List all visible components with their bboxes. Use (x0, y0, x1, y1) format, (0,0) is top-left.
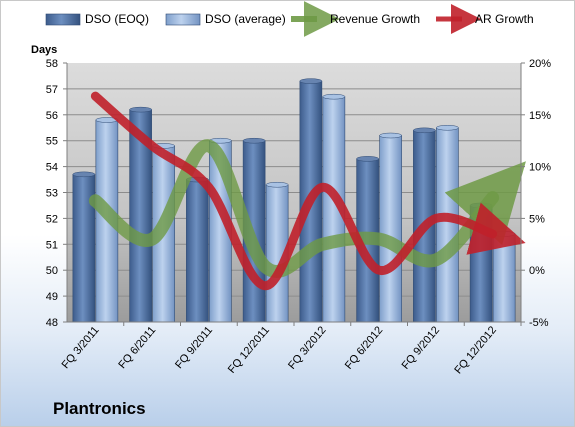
x-tick-label: FQ 12/2012 (452, 324, 499, 376)
bar-top-cap (413, 127, 436, 134)
bar-top-cap (379, 132, 402, 139)
right-tick-label: 20% (529, 58, 551, 70)
left-tick-label: 51 (46, 239, 58, 251)
company-label: Plantronics (53, 399, 146, 418)
left-axis-title: Days (31, 44, 57, 56)
legend-label: Revenue Growth (330, 12, 420, 26)
bar-dso-eoq (186, 179, 209, 323)
legend-swatch (165, 13, 201, 26)
x-tick-label: FQ 9/2012 (400, 324, 443, 372)
right-tick-label: 15% (529, 110, 551, 122)
left-tick-label: 56 (46, 110, 58, 122)
legend-label: DSO (average) (205, 12, 286, 26)
x-tick-label: FQ 12/2011 (226, 324, 272, 376)
legend-label: AR Growth (475, 12, 534, 26)
revenue-growth-line (88, 139, 526, 278)
x-tick-label: FQ 9/2011 (173, 324, 215, 371)
legend-swatch (45, 13, 81, 26)
legend: DSO (EOQ) DSO (average) Revenue Growth AR G… (45, 1, 534, 37)
left-tick-label: 49 (46, 291, 58, 303)
legend-label: DSO (EOQ) (85, 12, 149, 26)
x-tick-label: FQ 6/2011 (116, 324, 158, 371)
bar-dso-average (436, 127, 459, 323)
x-tick-label: FQ 3/2012 (286, 324, 329, 372)
bar-dso-average (492, 233, 516, 323)
ar-growth-line (90, 91, 526, 291)
left-tick-label: 53 (46, 188, 58, 200)
right-tick-label: -5% (529, 317, 549, 329)
bar-top-cap (436, 125, 459, 131)
left-tick-label: 54 (46, 162, 58, 174)
left-tick-label: 50 (46, 265, 58, 277)
left-tick-label: 57 (46, 84, 58, 96)
bar-dso-average (379, 135, 402, 323)
left-tick-label: 52 (46, 213, 58, 225)
right-tick-label: 0% (529, 265, 545, 277)
bar-top-cap (299, 78, 323, 84)
bar-top-cap (129, 106, 152, 113)
x-tick-label: FQ 3/2011 (60, 324, 102, 371)
line-series (88, 91, 526, 291)
bar-top-cap (322, 93, 346, 100)
left-tick-label: 48 (46, 317, 58, 329)
bar-top-cap (72, 171, 96, 178)
bar-top-cap (356, 156, 379, 162)
bar-top-cap (265, 181, 289, 188)
right-tick-label: 10% (529, 162, 551, 174)
bar-top-cap (242, 137, 266, 144)
left-tick-label: 55 (46, 136, 58, 148)
right-tick-label: 5% (529, 213, 545, 225)
x-tick-label: FQ 6/2012 (343, 324, 386, 372)
left-tick-label: 58 (46, 58, 58, 70)
